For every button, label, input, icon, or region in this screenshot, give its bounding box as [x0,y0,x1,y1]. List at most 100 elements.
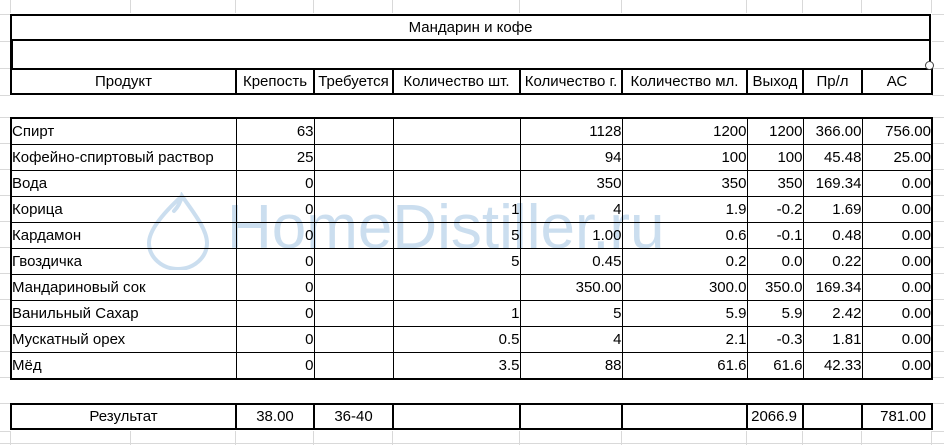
cell-qty-g[interactable]: 4 [519,196,623,223]
cell-qty-g[interactable]: 5 [519,300,623,327]
col-header-product[interactable]: Продукт [10,68,237,95]
cell-required[interactable] [313,117,394,145]
cell-output[interactable]: 1200 [746,117,804,145]
cell-product[interactable]: Корица [10,196,237,223]
cell-qty-ml[interactable]: 2.1 [621,326,748,353]
result-qty-g[interactable] [519,403,623,430]
cell-qty-ml[interactable]: 350 [621,170,748,197]
cell-strength[interactable]: 0 [235,352,315,380]
cell-required[interactable] [313,326,394,353]
cell-qty-ml[interactable]: 5.9 [621,300,748,327]
cell-qty-pcs[interactable]: 3.5 [392,352,521,380]
result-qty-ml[interactable] [621,403,748,430]
result-qty-pcs[interactable] [392,403,521,430]
col-header-qty-ml[interactable]: Количество мл. [621,68,748,95]
cell-qty-g[interactable]: 0.45 [519,248,623,275]
cell-qty-ml[interactable]: 0.6 [621,222,748,249]
cell-product[interactable]: Ванильный Сахар [10,300,237,327]
cell-qty-pcs[interactable]: 1 [392,196,521,223]
cell-as[interactable]: 0.00 [861,326,933,353]
cell-qty-g[interactable]: 350 [519,170,623,197]
cell-qty-g[interactable]: 350.00 [519,274,623,301]
selection-handle[interactable] [925,61,934,70]
result-output[interactable]: 2066.9 [746,403,804,430]
cell-output[interactable]: -0.3 [746,326,804,353]
cell-product[interactable]: Спирт [10,117,237,145]
cell-qty-g[interactable]: 1128 [519,117,623,145]
result-per-liter[interactable] [802,403,863,430]
cell-strength[interactable]: 63 [235,117,315,145]
cell-as[interactable]: 0.00 [861,222,933,249]
cell-qty-pcs[interactable] [392,144,521,171]
cell-as[interactable]: 756.00 [861,117,933,145]
col-header-per-liter[interactable]: Пр/л [802,68,863,95]
cell-qty-pcs[interactable] [392,170,521,197]
cell-qty-ml[interactable]: 1200 [621,117,748,145]
cell-output[interactable]: -0.2 [746,196,804,223]
cell-per-liter[interactable]: 45.48 [802,144,863,171]
cell-product[interactable]: Кардамон [10,222,237,249]
cell-per-liter[interactable]: 42.33 [802,352,863,380]
cell-per-liter[interactable]: 0.48 [802,222,863,249]
cell-output[interactable]: -0.1 [746,222,804,249]
cell-qty-pcs[interactable] [392,274,521,301]
cell-product[interactable]: Мёд [10,352,237,380]
cell-per-liter[interactable]: 169.34 [802,170,863,197]
cell-qty-pcs[interactable]: 1 [392,300,521,327]
cell-qty-g[interactable]: 1.00 [519,222,623,249]
cell-per-liter[interactable]: 169.34 [802,274,863,301]
cell-qty-ml[interactable]: 1.9 [621,196,748,223]
cell-strength[interactable]: 25 [235,144,315,171]
cell-as[interactable]: 0.00 [861,248,933,275]
cell-as[interactable]: 0.00 [861,170,933,197]
cell-qty-ml[interactable]: 0.2 [621,248,748,275]
cell-required[interactable] [313,196,394,223]
cell-product[interactable]: Гвоздичка [10,248,237,275]
cell-required[interactable] [313,170,394,197]
cell-qty-g[interactable]: 88 [519,352,623,380]
cell-required[interactable] [313,300,394,327]
cell-output[interactable]: 350 [746,170,804,197]
result-label[interactable]: Результат [10,403,237,430]
cell-as[interactable]: 0.00 [861,352,933,380]
cell-per-liter[interactable]: 1.69 [802,196,863,223]
cell-per-liter[interactable]: 0.22 [802,248,863,275]
col-header-required[interactable]: Требуется [313,68,394,95]
cell-strength[interactable]: 0 [235,326,315,353]
col-header-qty-g[interactable]: Количество г. [519,68,623,95]
cell-as[interactable]: 0.00 [861,300,933,327]
cell-qty-g[interactable]: 4 [519,326,623,353]
cell-per-liter[interactable]: 366.00 [802,117,863,145]
cell-strength[interactable]: 0 [235,222,315,249]
cell-output[interactable]: 5.9 [746,300,804,327]
cell-per-liter[interactable]: 2.42 [802,300,863,327]
cell-product[interactable]: Мандариновый сок [10,274,237,301]
cell-product[interactable]: Мускатный орех [10,326,237,353]
col-header-strength[interactable]: Крепость [235,68,315,95]
cell-strength[interactable]: 0 [235,248,315,275]
cell-required[interactable] [313,352,394,380]
cell-as[interactable]: 25.00 [861,144,933,171]
selected-empty-cell[interactable] [10,41,931,68]
cell-per-liter[interactable]: 1.81 [802,326,863,353]
cell-output[interactable]: 61.6 [746,352,804,380]
cell-strength[interactable]: 0 [235,196,315,223]
cell-product[interactable]: Кофейно-спиртовый раствор [10,144,237,171]
cell-as[interactable]: 0.00 [861,196,933,223]
cell-required[interactable] [313,248,394,275]
cell-qty-pcs[interactable]: 5 [392,222,521,249]
col-header-as[interactable]: АС [861,68,933,95]
cell-output[interactable]: 350.0 [746,274,804,301]
col-header-output[interactable]: Выход [746,68,804,95]
cell-qty-ml[interactable]: 300.0 [621,274,748,301]
cell-qty-pcs[interactable] [392,117,521,145]
cell-output[interactable]: 0.0 [746,248,804,275]
cell-output[interactable]: 100 [746,144,804,171]
cell-qty-ml[interactable]: 61.6 [621,352,748,380]
result-required[interactable]: 36-40 [313,403,394,430]
cell-qty-g[interactable]: 94 [519,144,623,171]
sheet-title-cell[interactable]: Мандарин и кофе [10,14,931,41]
cell-required[interactable] [313,274,394,301]
cell-qty-pcs[interactable]: 5 [392,248,521,275]
col-header-qty-pcs[interactable]: Количество шт. [392,68,521,95]
